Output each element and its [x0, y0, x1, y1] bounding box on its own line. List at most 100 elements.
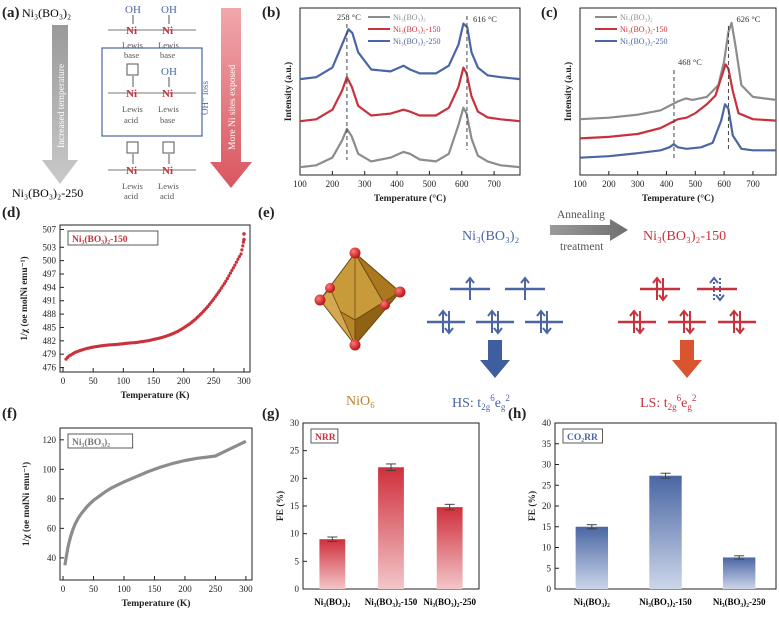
legend-box [310, 428, 339, 444]
y-tick-label: 5 [295, 556, 300, 566]
x-tick-label: 100 [117, 584, 131, 594]
ni-atom: Ni [126, 88, 137, 100]
row-3-sites: Ni Ni Lewis Lewis acid acid [108, 141, 196, 201]
spin-arrowhead [542, 327, 552, 335]
y-tick-label: 488 [43, 309, 57, 319]
category-label: Ni₃(BO₃)₂-150 [365, 597, 418, 607]
hs-orbital-diagram [427, 287, 563, 324]
x-tick-label: 700 [746, 179, 760, 189]
legend-box [562, 428, 603, 444]
legend-text: Ni₃(BO₃)₂-150 [72, 234, 128, 245]
series-line-red [299, 66, 521, 123]
hs-compound-title: Ni₃(BO₃)₂ [462, 229, 520, 244]
bar [378, 467, 404, 589]
y-tick-label: 0 [295, 584, 300, 594]
legend-box [67, 230, 159, 246]
data-point [239, 252, 243, 256]
oh-group: OH [161, 66, 177, 78]
data-point [227, 274, 231, 278]
ls-electron-spins [629, 276, 745, 335]
category-label: Ni₃(BO₃)₂-250 [423, 597, 476, 607]
y-tick-label: 10 [290, 529, 300, 539]
bar [575, 526, 609, 589]
data-point [236, 257, 240, 261]
category-label: Ni₃(BO₃)₂ [314, 597, 350, 607]
row-2-sites: OH Ni Ni Lewis Lewis acid base [108, 63, 196, 125]
y-tick-label: 485 [43, 322, 57, 332]
x-axis-label: Temperature (K) [122, 598, 191, 609]
y-tick-label: 15 [290, 501, 300, 511]
ni-atom: Ni [162, 165, 173, 177]
spin-arrowhead [438, 309, 448, 317]
y-tick-label: 479 [43, 349, 57, 359]
panel-h-label: (h) [508, 406, 526, 422]
category-label: Ni₃(BO₃)₂-150 [639, 597, 692, 607]
x-axis-label: Temperature (°C) [374, 193, 446, 204]
data-point [228, 271, 232, 275]
oxygen-atom [349, 339, 361, 351]
chart-g: (g) 0 5 10 15 20 25 30 FE (%) Ni₃(BO₃)₂ Ni₃(BO₃)₂-… [262, 406, 480, 607]
annealing-label: Annealing [557, 209, 605, 221]
x-tick-label: 300 [239, 584, 253, 594]
spin-arrowhead [658, 294, 668, 302]
y-axis-label: 1/χ (oe molNi emu⁻¹) [19, 256, 30, 340]
oh-loss-label: OH⁻ loss [200, 80, 210, 115]
vacancy-square [126, 63, 139, 76]
y-tick-label: 30 [542, 460, 552, 470]
hs-config-label: HS: t2g6eg2 [452, 393, 510, 412]
legend-entry: Ni₃(BO₃)₂-250 [393, 37, 440, 46]
nio6-label: NiO₆ [346, 394, 375, 409]
x-tick-label: 700 [487, 179, 501, 189]
x-tick-label: 50 [89, 584, 99, 594]
legend-box [67, 433, 134, 449]
peak-annotation: 626 °C [736, 14, 760, 24]
oxygen-atom [349, 247, 361, 259]
x-axis-label: Temperature (K) [121, 390, 190, 401]
peak-annotation: 258 °C [337, 12, 361, 22]
chart-b: (b) 100 200 300 400 500 600 700 Temperature (°C)… [262, 5, 521, 204]
treatment-label: treatment [560, 241, 604, 253]
oxygen-atom [325, 283, 335, 293]
data-point [242, 232, 246, 236]
legend-entry: Ni₃(BO₃)₂ [620, 13, 653, 22]
spin-arrowhead [729, 309, 739, 317]
panel-a-schematic: (a) Ni₃(BO₃)₂ Ni₃(BO₃)₂-250 Increased te… [2, 4, 252, 201]
chart-d: (d) 0 50 100 150 200 250 300 Temperature (K) 476 4… [2, 205, 251, 401]
spin-arrowhead [735, 327, 745, 335]
category-label: Ni₃(BO₃)₂-250 [713, 597, 766, 607]
y-tick-label: 40 [47, 553, 57, 563]
spin-arrowhead [715, 294, 725, 302]
data-point [231, 266, 235, 270]
ni-atom: Ni [162, 25, 173, 37]
data-point [241, 244, 245, 248]
peak-annotation: 616 °C [473, 14, 497, 24]
more-ni-sites-label: More Ni sites exposed [228, 65, 238, 150]
spin-arrowhead [520, 276, 530, 284]
vacancy-square [126, 141, 139, 154]
data-point [240, 248, 244, 252]
x-tick-label: 400 [390, 179, 404, 189]
bar [436, 507, 463, 589]
plot-frame [59, 427, 253, 581]
spin-arrowhead [679, 309, 689, 317]
x-tick-label: 150 [148, 584, 162, 594]
x-tick-label: 500 [423, 179, 437, 189]
annealing-arrow [550, 219, 628, 241]
plot-frame [59, 224, 251, 373]
y-tick-label: 491 [43, 296, 57, 306]
y-tick-label: 15 [542, 522, 552, 532]
y-tick-label: 500 [43, 256, 57, 266]
y-axis-label: FE (%) [527, 491, 538, 521]
y-tick-label: 5 [547, 563, 552, 573]
spin-arrowhead [652, 276, 662, 284]
lewis-type: base [124, 50, 139, 60]
plot-frame [299, 7, 521, 176]
y-axis-label: Intensity (a.u.) [283, 62, 294, 121]
y-tick-label: 120 [43, 435, 57, 445]
bar [722, 557, 756, 589]
y-tick-label: 494 [43, 282, 57, 292]
x-tick-label: 600 [717, 179, 731, 189]
x-tick-label: 200 [177, 376, 191, 386]
x-axis-label: Temperature (°C) [642, 193, 714, 204]
